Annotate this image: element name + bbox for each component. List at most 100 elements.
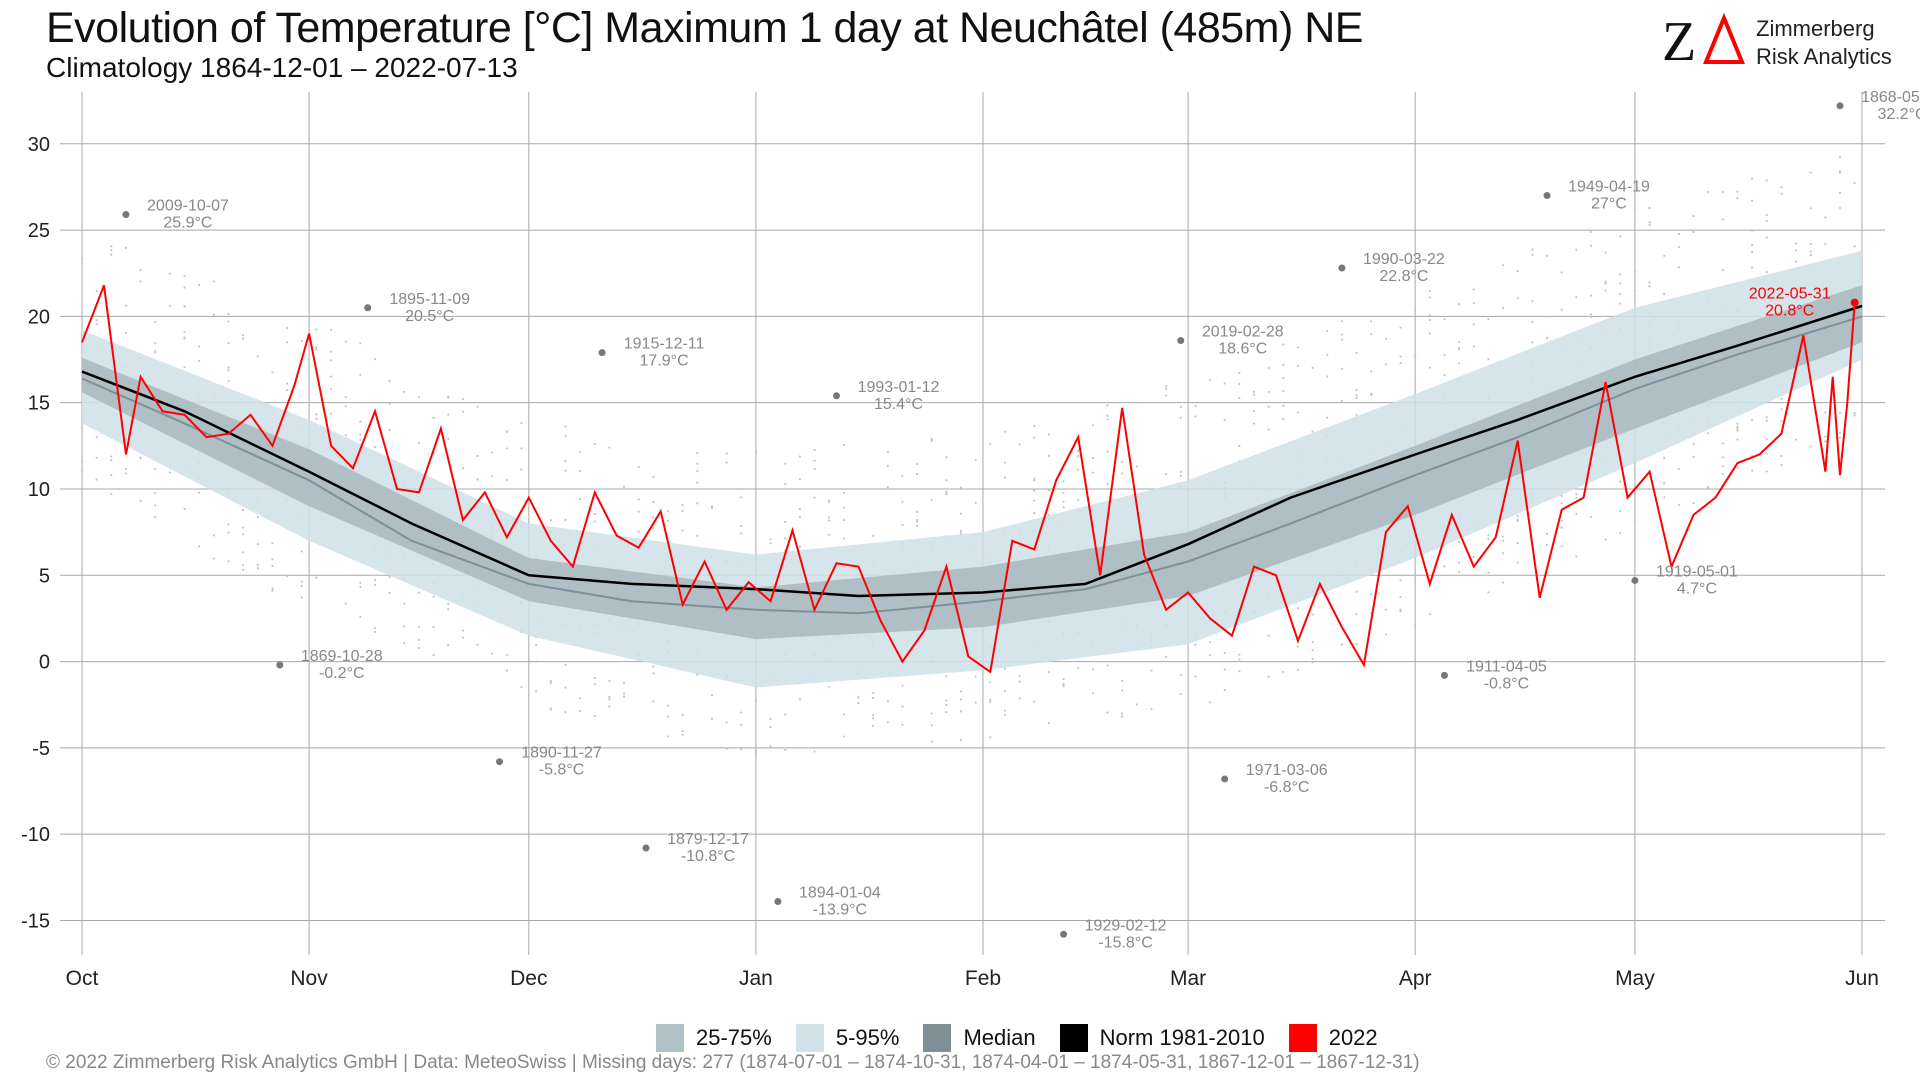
- historical-point: [754, 748, 758, 751]
- historical-point: [256, 516, 259, 519]
- historical-point: [857, 696, 860, 699]
- record-value-label: 22.8°C: [1379, 268, 1428, 285]
- x-tick-label: Jan: [739, 967, 773, 990]
- historical-point: [872, 714, 875, 717]
- historical-point: [886, 464, 889, 467]
- historical-point: [945, 490, 948, 493]
- historical-point: [828, 501, 831, 504]
- historical-point: [1487, 571, 1490, 574]
- historical-point: [1165, 385, 1168, 388]
- historical-point: [1692, 443, 1695, 446]
- historical-point: [1663, 496, 1666, 499]
- historical-point: [373, 578, 377, 582]
- historical-point: [461, 397, 465, 401]
- historical-point: [1018, 443, 1021, 446]
- historical-point: [242, 333, 245, 337]
- historical-point: [1487, 591, 1490, 594]
- historical-point: [359, 581, 362, 584]
- historical-point: [1223, 652, 1226, 655]
- historical-point: [1619, 480, 1622, 483]
- historical-point: [1252, 393, 1256, 396]
- historical-point: [1355, 590, 1358, 593]
- historical-point: [1267, 675, 1270, 678]
- record-point: [832, 392, 840, 400]
- historical-point: [1663, 456, 1666, 459]
- historical-point: [784, 713, 787, 716]
- legend-item: 5-95%: [795, 1024, 899, 1052]
- historical-point: [989, 442, 992, 446]
- historical-point: [1238, 658, 1241, 661]
- historical-point: [1428, 332, 1431, 335]
- historical-point: [813, 448, 816, 452]
- historical-point: [1809, 207, 1812, 210]
- record-date-label: 1919-05-01: [1656, 563, 1738, 580]
- historical-point: [945, 703, 948, 707]
- historical-point: [505, 669, 508, 672]
- historical-point: [696, 502, 699, 505]
- historical-point: [1604, 282, 1607, 285]
- historical-point: [1501, 552, 1505, 555]
- historical-point: [1443, 374, 1446, 377]
- historical-point: [520, 468, 523, 471]
- historical-point: [1751, 418, 1754, 421]
- historical-point: [813, 467, 816, 471]
- historical-point: [593, 683, 596, 686]
- historical-point: [1824, 440, 1827, 443]
- historical-point: [1311, 649, 1314, 652]
- historical-point: [1282, 404, 1285, 407]
- historical-point: [1853, 414, 1856, 417]
- historical-point: [1179, 470, 1182, 473]
- historical-point: [344, 340, 347, 343]
- historical-point: [227, 560, 230, 563]
- historical-point: [1003, 461, 1007, 464]
- historical-point: [373, 583, 377, 586]
- historical-point: [1443, 353, 1446, 357]
- historical-point: [1458, 303, 1461, 306]
- historical-point: [1765, 452, 1768, 455]
- historical-point: [1428, 366, 1431, 369]
- historical-point: [593, 442, 596, 445]
- historical-point: [1619, 302, 1622, 305]
- record-date-label: 1949-04-19: [1568, 179, 1650, 196]
- historical-point: [1794, 260, 1798, 263]
- historical-point: [1179, 416, 1182, 419]
- legend-label: Median: [963, 1025, 1036, 1050]
- historical-point: [227, 312, 230, 316]
- chart-subtitle: Climatology 1864-12-01 – 2022-07-13: [46, 52, 518, 83]
- historical-point: [901, 723, 904, 726]
- historical-point: [447, 437, 450, 440]
- historical-point: [1853, 412, 1856, 415]
- x-tick-label: Feb: [965, 967, 1001, 990]
- historical-point: [1311, 366, 1314, 369]
- logo-mark-z: Z: [1662, 12, 1696, 68]
- historical-point: [373, 626, 377, 630]
- historical-point: [769, 538, 772, 541]
- historical-point: [872, 717, 875, 720]
- record-value-label: -5.8°C: [539, 762, 585, 779]
- historical-point: [417, 646, 421, 650]
- record-point: [774, 897, 782, 905]
- historical-point: [754, 753, 758, 756]
- historical-point: [696, 481, 699, 484]
- record-point: [496, 758, 504, 766]
- historical-point: [1033, 700, 1036, 703]
- historical-point: [1106, 664, 1109, 667]
- historical-point: [344, 434, 347, 437]
- historical-point: [227, 523, 230, 526]
- historical-point: [974, 501, 977, 504]
- historical-point: [1677, 503, 1680, 506]
- historical-point: [1179, 474, 1182, 477]
- historical-point: [329, 328, 333, 331]
- historical-point: [124, 331, 128, 335]
- historical-point: [329, 387, 333, 391]
- historical-point: [373, 358, 377, 361]
- historical-point: [1516, 519, 1519, 522]
- historical-point: [447, 396, 450, 399]
- historical-point: [784, 537, 787, 540]
- historical-point: [1384, 337, 1387, 340]
- historical-point: [476, 643, 479, 646]
- historical-point: [212, 557, 215, 560]
- historical-point: [740, 487, 743, 491]
- historical-point: [1751, 469, 1754, 472]
- historical-point: [1414, 309, 1417, 312]
